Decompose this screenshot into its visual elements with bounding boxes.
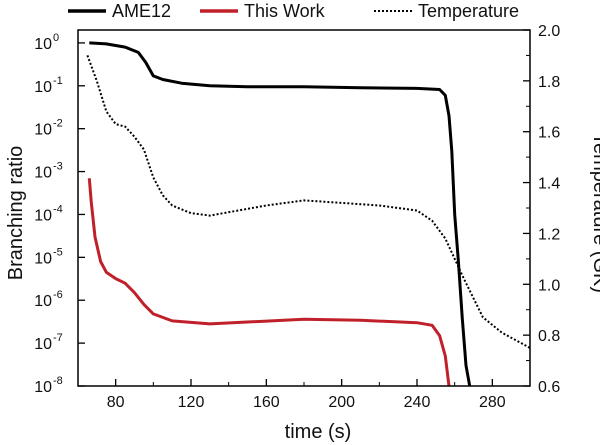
- legend: AME12 This Work Temperature: [68, 1, 519, 21]
- right-y-tick-label: 0.8: [538, 328, 560, 345]
- x-tick-label: 240: [404, 394, 431, 411]
- x-axis-title: time (s): [285, 421, 352, 443]
- left-y-tick-label: 10: [34, 165, 52, 182]
- left-y-tick-label: 10: [34, 379, 52, 396]
- legend-label-ame12: AME12: [112, 1, 171, 21]
- legend-label-temperature: Temperature: [418, 1, 519, 21]
- left-y-tick-exponent: -6: [53, 289, 63, 301]
- x-tick-label: 80: [107, 394, 125, 411]
- x-tick-label: 120: [178, 394, 205, 411]
- series-line-ame12: [89, 41, 472, 386]
- left-y-tick-exponent: -8: [53, 375, 63, 387]
- series-line-temperature: [86, 55, 530, 349]
- left-y-tick-label: 10: [34, 122, 52, 139]
- left-y-tick-exponent: -5: [53, 246, 63, 258]
- left-y-tick-exponent: -1: [53, 75, 63, 87]
- right-y-tick-label: 0.6: [538, 379, 560, 396]
- right-y-tick-label: 1.0: [538, 277, 560, 294]
- left-y-tick-label: 10: [34, 293, 52, 310]
- left-y-tick-label: 10: [34, 79, 52, 96]
- right-y-axis-title: Temperature (GK): [589, 133, 600, 293]
- left-y-tick-label: 10: [34, 36, 52, 53]
- right-y-tick-label: 1.2: [538, 226, 560, 243]
- right-y-tick-label: 1.8: [538, 74, 560, 91]
- left-y-tick-exponent: -2: [53, 118, 63, 130]
- x-tick-label: 280: [479, 394, 506, 411]
- left-y-tick-exponent: -3: [53, 161, 63, 173]
- plot-area: [86, 41, 530, 386]
- left-y-tick-label: 10: [34, 336, 52, 353]
- left-y-axis-title: Branching ratio: [5, 146, 27, 281]
- series-line-this-work: [87, 178, 451, 386]
- right-y-tick-label: 2.0: [538, 23, 560, 40]
- left-y-tick-label: 10: [34, 250, 52, 267]
- right-y-tick-label: 1.4: [538, 176, 560, 193]
- x-tick-label: 160: [253, 394, 280, 411]
- left-y-tick-exponent: -4: [53, 203, 63, 215]
- left-y-tick-exponent: -7: [53, 332, 63, 344]
- left-y-tick-label: 10: [34, 207, 52, 224]
- left-y-tick-exponent: 0: [53, 32, 59, 44]
- right-y-tick-label: 1.6: [538, 125, 560, 142]
- legend-label-this-work: This Work: [244, 1, 326, 21]
- x-tick-label: 200: [328, 394, 355, 411]
